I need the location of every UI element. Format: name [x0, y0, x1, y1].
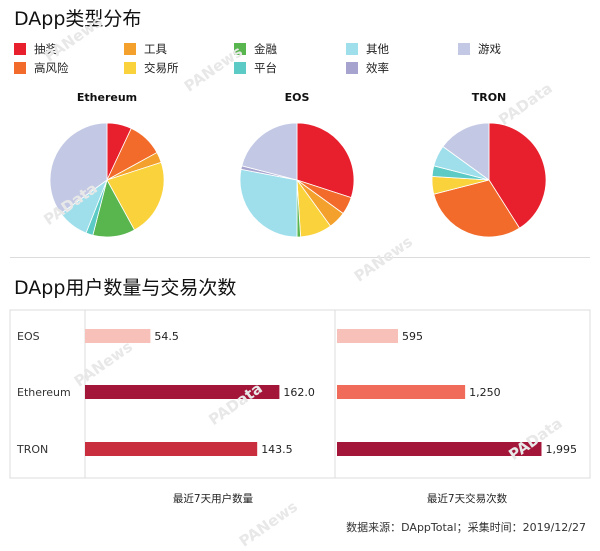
bar-category-label: EOS: [17, 330, 40, 343]
legend-label: 平台: [254, 61, 277, 75]
pie-title-ethereum: Ethereum: [76, 91, 138, 104]
bar-value-label: 1,995: [545, 443, 577, 456]
users-bar-Ethereum: [85, 385, 280, 399]
users-axis-label: 最近7天用户数量: [172, 493, 254, 505]
legend-item: 抽奖: [14, 41, 57, 57]
tx-bar-Ethereum: [337, 385, 466, 399]
legend-label: 抽奖: [34, 42, 57, 56]
pie-slice-抽奖: [296, 122, 355, 199]
pie-slice-高风险: [433, 179, 521, 238]
pie-slice-游戏: [241, 122, 298, 181]
legend-swatch: [234, 62, 246, 74]
legend-item: 金融: [234, 41, 277, 57]
bar-value-label: 1,250: [469, 386, 501, 399]
legend-swatch: [14, 43, 26, 55]
legend-swatch: [124, 43, 136, 55]
bar-value-label: 143.5: [261, 443, 293, 456]
legend-swatch: [346, 62, 358, 74]
pie-title-eos: EOS: [284, 91, 310, 104]
legend-item: 效率: [346, 60, 389, 76]
bar-category-label: Ethereum: [17, 386, 71, 399]
legend-label: 效率: [366, 61, 389, 75]
legend-swatch: [234, 43, 246, 55]
pie-title-tron: TRON: [471, 91, 507, 104]
bar-charts: EOS Ethereum TRON 54.5 162.0 143.5 595 1,250 1,9…: [9, 309, 591, 479]
bar-value-label: 162.0: [283, 386, 315, 399]
legend-item: 高风险: [14, 60, 69, 76]
legend-swatch: [14, 62, 26, 74]
legend-label: 工具: [144, 42, 167, 56]
section-divider: [10, 257, 590, 258]
bar-panel-frame: [9, 309, 591, 479]
bar-section-title: DApp用户数量与交易次数: [14, 277, 237, 299]
pie-slice-游戏: [49, 122, 108, 215]
legend-swatch: [458, 43, 470, 55]
bar-value-label: 54.5: [154, 330, 179, 343]
pie-slice-游戏: [442, 122, 490, 181]
tx-bar-TRON: [337, 442, 542, 456]
legend-item: 其他: [346, 41, 389, 57]
legend-swatch: [124, 62, 136, 74]
legend-item: 工具: [124, 41, 167, 57]
pie-charts: [49, 122, 547, 238]
legend-label: 其他: [366, 42, 389, 56]
legend-label: 金融: [254, 42, 277, 56]
legend-label: 高风险: [34, 61, 69, 75]
pie-slice-其他: [239, 168, 298, 238]
pie-slice-交易所: [106, 161, 165, 231]
legend-label: 交易所: [144, 61, 179, 75]
bar-category-label: TRON: [16, 443, 48, 456]
pie-section-title: DApp类型分布: [14, 8, 142, 30]
data-source-note: 数据来源：DAppTotal；采集时间：2019/12/27: [346, 521, 586, 534]
legend-swatch: [346, 43, 358, 55]
users-bar-TRON: [85, 442, 258, 456]
tx-axis-label: 最近7天交易次数: [426, 493, 508, 505]
legend-label: 游戏: [478, 42, 501, 56]
users-bar-EOS: [85, 329, 151, 343]
legend-item: 交易所: [124, 60, 179, 76]
tx-bar-EOS: [337, 329, 398, 343]
legend-item: 平台: [234, 60, 277, 76]
bar-value-label: 595: [402, 330, 423, 343]
legend-item: 游戏: [458, 41, 501, 57]
